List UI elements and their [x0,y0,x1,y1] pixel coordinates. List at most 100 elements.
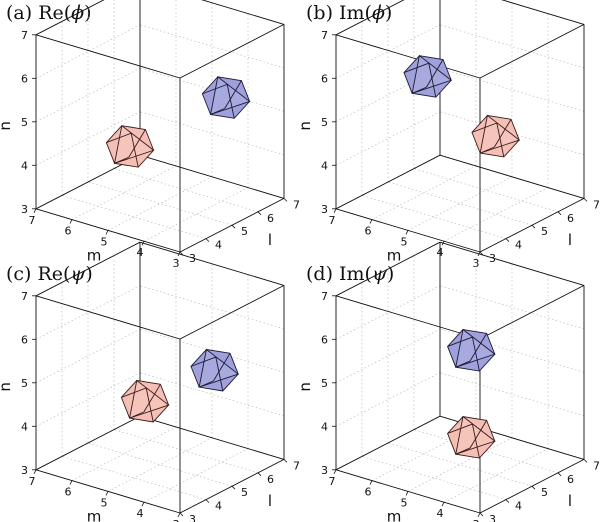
n-tick-label: 3 [21,203,28,216]
m-tick-label: 7 [29,475,36,488]
m-axis-label: m [387,246,402,264]
polyhedron-blue-edge [411,86,427,94]
n-axis-label: n [0,121,14,131]
l-tick-label: 4 [515,500,522,513]
grid-line [439,285,585,330]
box-edge [479,284,585,340]
plot-3d: 34567n76543m34567l [296,0,600,270]
polyhedron-pink-face [479,114,521,154]
polyhedron-pink-edge [479,146,495,154]
l-axis-label: l [568,492,572,510]
polyhedron-pink [471,114,521,158]
grid-line [71,165,177,220]
grid-line [35,67,141,123]
n-tick-label: 3 [21,464,28,477]
box-frame [335,241,585,514]
l-tick-label: 5 [241,486,248,499]
grid-line [335,328,441,384]
n-tick-label: 6 [321,333,328,346]
grid-line [335,111,441,166]
tick-mark [333,208,337,213]
m-tick-label: 7 [29,214,36,227]
m-axis-label: m [87,507,102,522]
grid-line [443,448,549,503]
grid-line [139,24,285,69]
grid-line [71,426,177,481]
polyhedron-pink [447,415,496,459]
m-tick-label: 4 [137,507,144,520]
box-edge [335,241,441,297]
grid-line [139,111,285,156]
m-tick-label: 3 [473,257,480,270]
n-axis-label: n [296,382,314,392]
box-frame [35,241,285,514]
n-tick-label: 4 [321,420,328,433]
tick-mark [405,491,409,496]
polyhedron-blue-edge [455,360,471,368]
polyhedron-pink-face [455,415,496,455]
m-tick-label: 7 [329,214,336,227]
figure-panel: (c) Re(ψ) 3 4 5 6 7 n 7 6 5 4 3 m 3 4 5 6 7 l [0,241,300,522]
polyhedron-pink [120,379,170,423]
l-tick-label: 4 [215,500,222,513]
l-tick-label: 7 [593,459,600,472]
grid-line [35,285,141,340]
polyhedron-blue-edge [198,380,214,388]
m-tick-label: 5 [401,496,408,509]
n-tick-label: 4 [21,159,28,172]
tick-mark [583,459,588,463]
box-edge [179,284,285,340]
tick-mark [105,491,109,496]
grid-line [361,195,507,239]
box-edge [479,23,585,79]
box-edge [139,415,285,460]
tick-mark [283,459,288,463]
figure-panel: (b) Im(ϕ)34567n76543m34567l [296,0,600,270]
n-tick-label: 7 [21,290,28,303]
panel-label-suffix: ) [386,263,395,285]
tick-mark [557,472,562,477]
grid [35,0,285,253]
m-tick-label: 5 [101,496,108,509]
tick-mark [257,211,262,216]
box-edge [201,0,285,25]
tick-mark [257,472,262,477]
axis-ticks: 3 4 5 6 7 n 7 6 5 4 3 m 3 4 5 6 7 l [296,290,600,522]
grid-line [87,442,233,487]
m-tick-label: 6 [65,486,72,499]
grid-line [87,181,233,226]
m-tick-label: 3 [173,257,180,270]
polyhedron-pink-edge [143,384,161,413]
l-tick-label: 6 [267,212,274,225]
figure-panel: (a) Re(ϕ)34567n76543m34567l [0,0,300,270]
polyhedron-blue-edge [469,333,488,362]
grid-line [139,285,285,330]
grid-line [407,437,513,492]
polyhedron-blue-face [209,76,251,116]
box-edge [439,241,585,286]
grid-line [361,456,507,500]
l-tick-label: 7 [293,198,300,211]
m-tick-label: 3 [473,518,480,522]
m-axis-label: m [387,507,402,522]
tick-mark [33,208,37,213]
panel-label-prefix: (b) Im( [306,2,372,24]
box-edge [335,295,481,340]
grid-line [439,24,585,69]
polyhedron-blue [190,348,240,392]
l-tick-label: 4 [215,239,222,252]
grid-line [439,372,585,417]
m-axis-label: m [87,246,102,264]
polyhedron-pink-edge [130,133,139,168]
tick-mark [369,219,373,224]
tick-mark [177,512,181,518]
box-edge [501,0,585,25]
polyhedron-blue-face [198,348,240,388]
box-edge [335,154,441,210]
l-tick-label: 7 [593,198,600,211]
tick-mark [369,480,373,485]
box-frame [35,0,285,253]
grid-line [371,165,477,220]
grid [335,241,585,514]
